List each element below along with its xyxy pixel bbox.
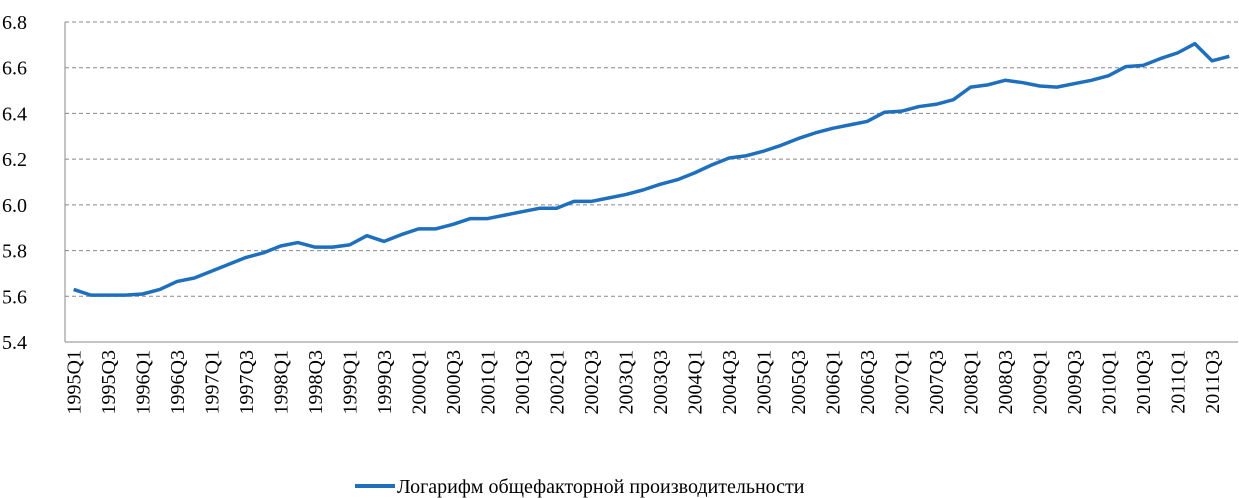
x-tick-label: 2002Q1 (547, 350, 569, 414)
y-tick-label: 6.4 (2, 103, 27, 125)
x-tick-label: 2001Q1 (478, 350, 500, 414)
y-tick-label: 6.2 (2, 149, 27, 171)
x-tick-label: 2009Q1 (1030, 350, 1052, 414)
legend-label: Логарифм общефакторной производительност… (397, 476, 805, 498)
x-tick-label: 1996Q1 (133, 350, 155, 414)
x-tick-label: 2005Q1 (754, 350, 776, 414)
x-tick-label: 2008Q3 (995, 350, 1017, 414)
x-tick-label: 2005Q3 (788, 350, 810, 414)
x-tick-label: 2011Q3 (1202, 350, 1224, 414)
x-tick-label: 1999Q3 (374, 350, 396, 414)
x-tick-label: 1997Q1 (202, 350, 224, 414)
x-tick-label: 2006Q3 (857, 350, 879, 414)
x-tick-label: 2008Q1 (961, 350, 983, 414)
x-tick-label: 1999Q1 (340, 350, 362, 414)
y-tick-label: 5.6 (2, 286, 27, 308)
y-tick-label: 6.8 (2, 12, 27, 34)
x-tick-label: 2003Q1 (616, 350, 638, 414)
x-tick-label: 1995Q3 (98, 350, 120, 414)
x-tick-label: 1998Q3 (305, 350, 327, 414)
x-tick-label: 2004Q3 (719, 350, 741, 414)
x-tick-label: 2007Q1 (892, 350, 914, 414)
y-tick-label: 5.8 (2, 241, 27, 263)
x-tick-label: 2003Q3 (650, 350, 672, 414)
x-tick-label: 1996Q3 (167, 350, 189, 414)
x-tick-label: 2007Q3 (926, 350, 948, 414)
y-tick-label: 5.4 (2, 332, 27, 354)
x-tick-label: 2000Q1 (409, 350, 431, 414)
y-tick-label: 6.0 (2, 195, 27, 217)
x-tick-label: 2002Q3 (581, 350, 603, 414)
x-tick-label: 2011Q1 (1168, 350, 1190, 414)
x-tick-label: 2000Q3 (443, 350, 465, 414)
x-tick-label: 2001Q3 (512, 350, 534, 414)
x-tick-label: 1998Q1 (271, 350, 293, 414)
data-line (73, 41, 1230, 297)
x-tick-label: 2010Q1 (1099, 350, 1121, 414)
x-tick-label: 2010Q3 (1133, 350, 1155, 414)
x-tick-label: 1997Q3 (236, 350, 258, 414)
x-tick-label: 1995Q1 (64, 350, 86, 414)
x-tick-label: 2006Q1 (823, 350, 845, 414)
y-tick-label: 6.6 (2, 58, 27, 80)
x-tick-label: 2004Q1 (685, 350, 707, 414)
x-tick-label: 2009Q3 (1064, 350, 1086, 414)
